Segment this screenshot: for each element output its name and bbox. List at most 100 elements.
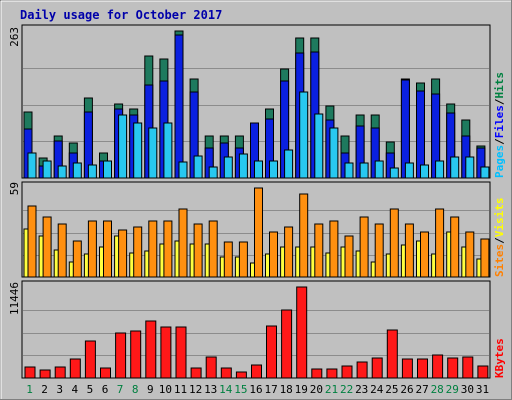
bar-visits-sites-sites-day-19 bbox=[299, 193, 309, 278]
bar-hits-files-pages-pages-day-4 bbox=[72, 162, 82, 179]
x-axis-labels: 1 2 3 4 5 6 7 8 9 10 11 12 13 14 15 16 17 18 19 20 21 22 23 24 2… bbox=[26, 383, 489, 396]
x-tick-label-day-9: 9 bbox=[147, 383, 154, 396]
bar-visits-sites-sites-day-12 bbox=[193, 223, 203, 278]
bar-hits-files-pages-pages-day-24 bbox=[374, 160, 384, 179]
panel-1-max-label: 263 bbox=[8, 27, 21, 47]
bar-hits-files-pages-pages-day-7 bbox=[118, 114, 128, 179]
x-tick-label-day-12: 12 bbox=[189, 383, 202, 396]
bar-kbytes-kbytes-day-20 bbox=[311, 368, 323, 379]
bar-hits-files-pages-pages-day-19 bbox=[299, 91, 309, 179]
bar-hits-files-pages-pages-day-8 bbox=[133, 122, 143, 179]
bar-visits-sites-sites-day-1 bbox=[27, 205, 37, 278]
bar-visits-sites-sites-day-27 bbox=[420, 231, 429, 278]
bar-kbytes-kbytes-day-2 bbox=[39, 369, 51, 379]
x-tick-label-day-4: 4 bbox=[71, 383, 78, 396]
bar-visits-sites-sites-day-11 bbox=[178, 208, 188, 278]
bar-kbytes-kbytes-day-3 bbox=[54, 366, 66, 379]
x-tick-label-day-29: 29 bbox=[446, 383, 459, 396]
legend-item-1-4: Hits bbox=[493, 72, 506, 99]
bar-hits-files-pages-pages-day-25 bbox=[389, 167, 399, 179]
x-tick-label-day-19: 19 bbox=[295, 383, 308, 396]
bar-visits-sites-sites-day-13 bbox=[208, 220, 218, 278]
bar-visits-sites-sites-day-3 bbox=[57, 223, 67, 278]
bar-visits-sites-sites-day-4 bbox=[72, 240, 82, 278]
bar-hits-files-pages-pages-day-12 bbox=[193, 155, 203, 179]
bar-hits-files-pages-pages-day-1 bbox=[27, 152, 37, 179]
x-tick-label-day-15: 15 bbox=[234, 383, 247, 396]
bar-hits-files-pages-pages-day-9 bbox=[148, 127, 158, 179]
x-tick-label-day-16: 16 bbox=[249, 383, 262, 396]
bar-hits-files-pages-pages-day-26 bbox=[404, 162, 414, 179]
bar-kbytes-kbytes-day-22 bbox=[341, 365, 353, 379]
bar-hits-files-pages-pages-day-28 bbox=[435, 160, 445, 179]
x-tick-label-day-30: 30 bbox=[461, 383, 474, 396]
bar-kbytes-kbytes-day-13 bbox=[205, 356, 217, 379]
bar-hits-files-pages-pages-day-2 bbox=[42, 160, 52, 179]
bar-hits-files-pages-pages-day-31 bbox=[480, 166, 490, 179]
legend-item-1-1: / bbox=[493, 138, 506, 145]
bar-kbytes-kbytes-day-7 bbox=[115, 332, 127, 379]
bar-visits-sites-sites-day-24 bbox=[374, 223, 384, 278]
bar-kbytes-kbytes-day-16 bbox=[251, 364, 262, 379]
bar-visits-sites-sites-day-25 bbox=[389, 208, 399, 278]
bar-visits-sites-sites-day-7 bbox=[118, 229, 128, 278]
bar-visits-sites-sites-day-10 bbox=[163, 220, 173, 278]
bar-hits-files-pages-pages-day-15 bbox=[238, 153, 248, 179]
x-tick-label-day-23: 23 bbox=[355, 383, 368, 396]
panel-3-legend: KBytes bbox=[493, 338, 506, 378]
legend-item-1-2: Files bbox=[493, 105, 506, 138]
bar-visits-sites-sites-day-21 bbox=[329, 220, 339, 278]
bar-visits-sites-sites-day-18 bbox=[284, 226, 294, 278]
x-tick-label-day-21: 21 bbox=[325, 383, 338, 396]
bar-kbytes-kbytes-day-29 bbox=[447, 357, 459, 379]
bar-hits-files-pages-pages-day-5 bbox=[87, 164, 97, 179]
bar-visits-sites-sites-day-14 bbox=[223, 241, 233, 278]
bar-hits-files-pages-pages-day-21 bbox=[329, 127, 339, 179]
panel-1-legend: Pages/Files/Hits bbox=[493, 72, 506, 178]
bar-kbytes-kbytes-day-23 bbox=[356, 361, 368, 379]
bar-kbytes-kbytes-day-18 bbox=[281, 309, 293, 379]
bar-visits-sites-sites-day-30 bbox=[465, 231, 475, 278]
panel-2-max-label: 59 bbox=[8, 182, 21, 195]
bar-marks bbox=[23, 30, 490, 379]
bar-kbytes-kbytes-day-26 bbox=[401, 358, 413, 379]
bar-visits-sites-sites-day-28 bbox=[435, 208, 445, 278]
x-tick-label-day-28: 28 bbox=[431, 383, 444, 396]
panel-3-max-label: 11446 bbox=[8, 282, 21, 315]
bar-kbytes-kbytes-day-5 bbox=[84, 340, 96, 379]
bar-hits-files-pages-pages-day-6 bbox=[103, 160, 112, 179]
bar-visits-sites-sites-day-5 bbox=[87, 220, 97, 278]
bar-kbytes-kbytes-day-4 bbox=[69, 358, 81, 379]
legend-item-2-1: / bbox=[493, 237, 506, 244]
x-tick-label-day-27: 27 bbox=[415, 383, 428, 396]
bar-kbytes-kbytes-day-15 bbox=[235, 371, 247, 379]
bar-kbytes-kbytes-day-6 bbox=[100, 367, 111, 379]
x-tick-label-day-8: 8 bbox=[132, 383, 139, 396]
bar-kbytes-kbytes-day-8 bbox=[130, 330, 142, 379]
bar-hits-files-pages-pages-day-27 bbox=[420, 164, 429, 179]
panel-2-legend: Sites/Visits bbox=[493, 198, 506, 278]
bar-visits-sites-sites-day-29 bbox=[450, 216, 460, 278]
x-tick-label-day-3: 3 bbox=[56, 383, 63, 396]
bar-visits-sites-sites-day-20 bbox=[314, 223, 324, 278]
bar-kbytes-kbytes-day-31 bbox=[477, 365, 489, 379]
bar-kbytes-kbytes-day-21 bbox=[326, 368, 338, 379]
x-tick-label-day-5: 5 bbox=[87, 383, 94, 396]
bar-hits-files-pages-files-day-11 bbox=[174, 34, 184, 179]
chart-title: Daily usage for October 2017 bbox=[20, 8, 222, 22]
x-tick-label-day-20: 20 bbox=[310, 383, 323, 396]
bar-hits-files-pages-pages-day-13 bbox=[208, 166, 218, 179]
legend-item-2-0: Sites bbox=[493, 244, 506, 277]
x-tick-label-day-13: 13 bbox=[204, 383, 217, 396]
bar-kbytes-kbytes-day-24 bbox=[371, 357, 383, 379]
bar-kbytes-kbytes-day-28 bbox=[432, 354, 444, 379]
bar-kbytes-kbytes-day-1 bbox=[24, 366, 36, 379]
bar-visits-sites-sites-day-22 bbox=[344, 235, 354, 278]
bar-kbytes-kbytes-day-9 bbox=[145, 320, 157, 379]
bar-visits-sites-sites-day-2 bbox=[42, 216, 52, 278]
bar-kbytes-kbytes-day-25 bbox=[386, 329, 398, 379]
bar-visits-sites-sites-day-17 bbox=[269, 231, 278, 278]
bar-visits-sites-sites-day-23 bbox=[359, 216, 369, 278]
